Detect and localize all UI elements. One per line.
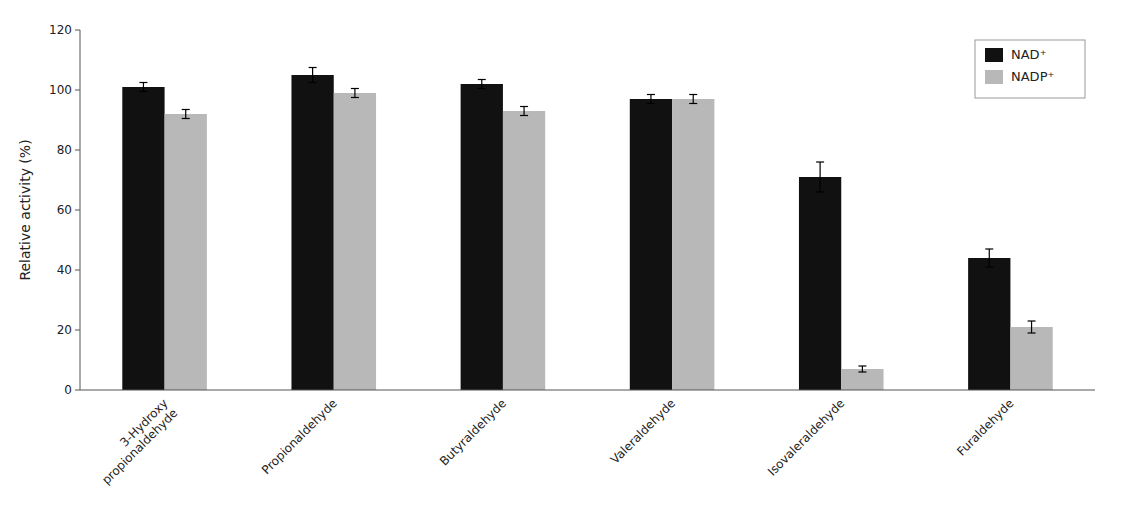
y-axis-label: Relative activity (%)	[17, 139, 33, 280]
legend-frame	[975, 40, 1085, 98]
error-bar	[520, 107, 528, 116]
legend-swatch	[985, 70, 1003, 84]
x-tick-label: 3-Hydroxypropionaldehyde	[89, 396, 180, 487]
x-tick-label: Valeraldehyde	[608, 396, 678, 466]
x-tick-label: Isovaleraldehyde	[765, 396, 847, 478]
error-bar	[816, 162, 824, 192]
bar	[122, 87, 164, 390]
bar	[165, 114, 207, 390]
y-tick	[75, 90, 80, 91]
y-tick-label: 60	[57, 203, 72, 217]
legend: NAD⁺ NADP⁺	[975, 40, 1085, 98]
y-tick-label: 40	[57, 263, 72, 277]
y-tick-label: 100	[49, 83, 72, 97]
bar	[968, 258, 1010, 390]
y-tick	[75, 390, 80, 391]
error-bar	[858, 366, 866, 372]
chart: 0 20 40 60 80 100 120 Relative activity (%) 3-Hy…	[0, 0, 1135, 512]
y-tick	[75, 330, 80, 331]
error-bar	[689, 95, 697, 104]
error-bar	[985, 249, 993, 267]
y-tick	[75, 30, 80, 31]
legend-swatch	[985, 48, 1003, 62]
error-bar	[647, 95, 655, 104]
legend-label: NAD⁺	[1011, 47, 1047, 62]
y-tick	[75, 150, 80, 151]
y-tick-label: 0	[64, 383, 72, 397]
chart-container: 0 20 40 60 80 100 120 Relative activity (%) 3-Hy…	[0, 0, 1135, 512]
bar	[503, 111, 545, 390]
y-axis-line	[80, 30, 81, 390]
x-tick-label: Furaldehyde	[954, 396, 1016, 458]
bar	[630, 99, 672, 390]
bar	[1010, 327, 1052, 390]
legend-label: NADP⁺	[1011, 69, 1054, 84]
y-tick-label: 80	[57, 143, 72, 157]
bar	[291, 75, 333, 390]
error-bar	[1028, 321, 1036, 333]
y-tick-label: 20	[57, 323, 72, 337]
error-bar	[309, 68, 317, 83]
error-bar	[351, 89, 359, 98]
bar	[841, 369, 883, 390]
x-axis-line	[80, 390, 1095, 391]
bar	[334, 93, 376, 390]
y-tick	[75, 270, 80, 271]
x-tick-label: Propionaldehyde	[259, 396, 340, 477]
y-tick-label: 120	[49, 23, 72, 37]
bar	[461, 84, 503, 390]
error-bar	[139, 83, 147, 92]
error-bar	[182, 110, 190, 119]
x-tick-label: Butyraldehyde	[437, 396, 509, 468]
error-bar	[478, 80, 486, 89]
plot-area	[122, 68, 1052, 391]
bar	[799, 177, 841, 390]
bar	[672, 99, 714, 390]
y-tick	[75, 210, 80, 211]
